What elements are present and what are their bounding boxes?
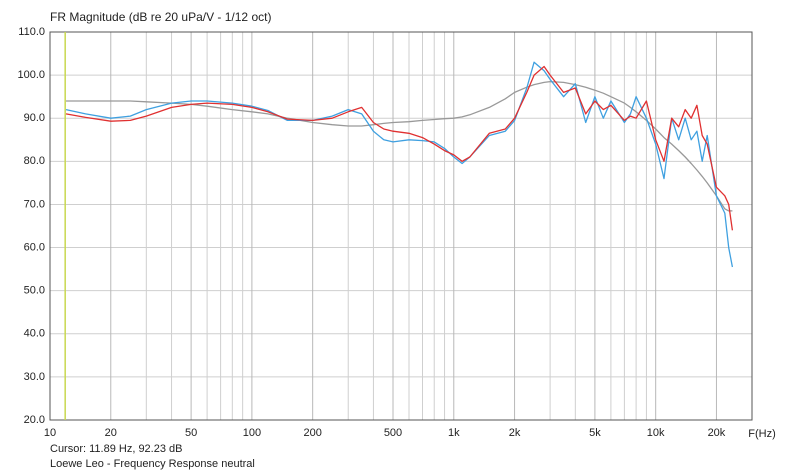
y-tick-label: 110.0 (18, 26, 45, 38)
cursor-text: Cursor: 11.89 Hz, 92.23 dB (50, 443, 182, 455)
x-tick-label: 10 (44, 427, 56, 439)
chart-title: FR Magnitude (dB re 20 uPa/V - 1/12 oct) (50, 10, 271, 24)
y-tick-label: 40.0 (24, 328, 45, 340)
x-tick-label: 10k (647, 427, 665, 439)
y-tick-label: 30.0 (24, 371, 45, 383)
y-tick-label: 100.0 (17, 69, 45, 81)
series-line (65, 61, 734, 268)
x-tick-label: 100 (243, 427, 261, 439)
x-tick-label: 200 (303, 427, 321, 439)
x-tick-label: 20 (105, 427, 117, 439)
y-tick-label: 20.0 (24, 414, 45, 426)
plot-border (49, 31, 753, 421)
y-tick-label: 50.0 (24, 285, 45, 297)
series-line (65, 65, 734, 231)
y-tick-label: 60.0 (24, 241, 45, 253)
y-tick-label: 90.0 (24, 112, 45, 124)
x-tick-label: 1k (448, 427, 460, 439)
x-tick-label: 20k (708, 427, 726, 439)
x-tick-label: 50 (185, 427, 197, 439)
footer: Loewe Leo - Frequency Response neutral (50, 458, 255, 470)
series-line (66, 80, 733, 212)
y-tick-label: 70.0 (24, 198, 45, 210)
x-tick-label: 5k (589, 427, 601, 439)
x-axis-label: F(Hz) (748, 428, 776, 440)
y-tick-label: 80.0 (24, 155, 45, 167)
x-tick-label: 2k (509, 427, 521, 439)
x-tick-label: 500 (384, 427, 402, 439)
